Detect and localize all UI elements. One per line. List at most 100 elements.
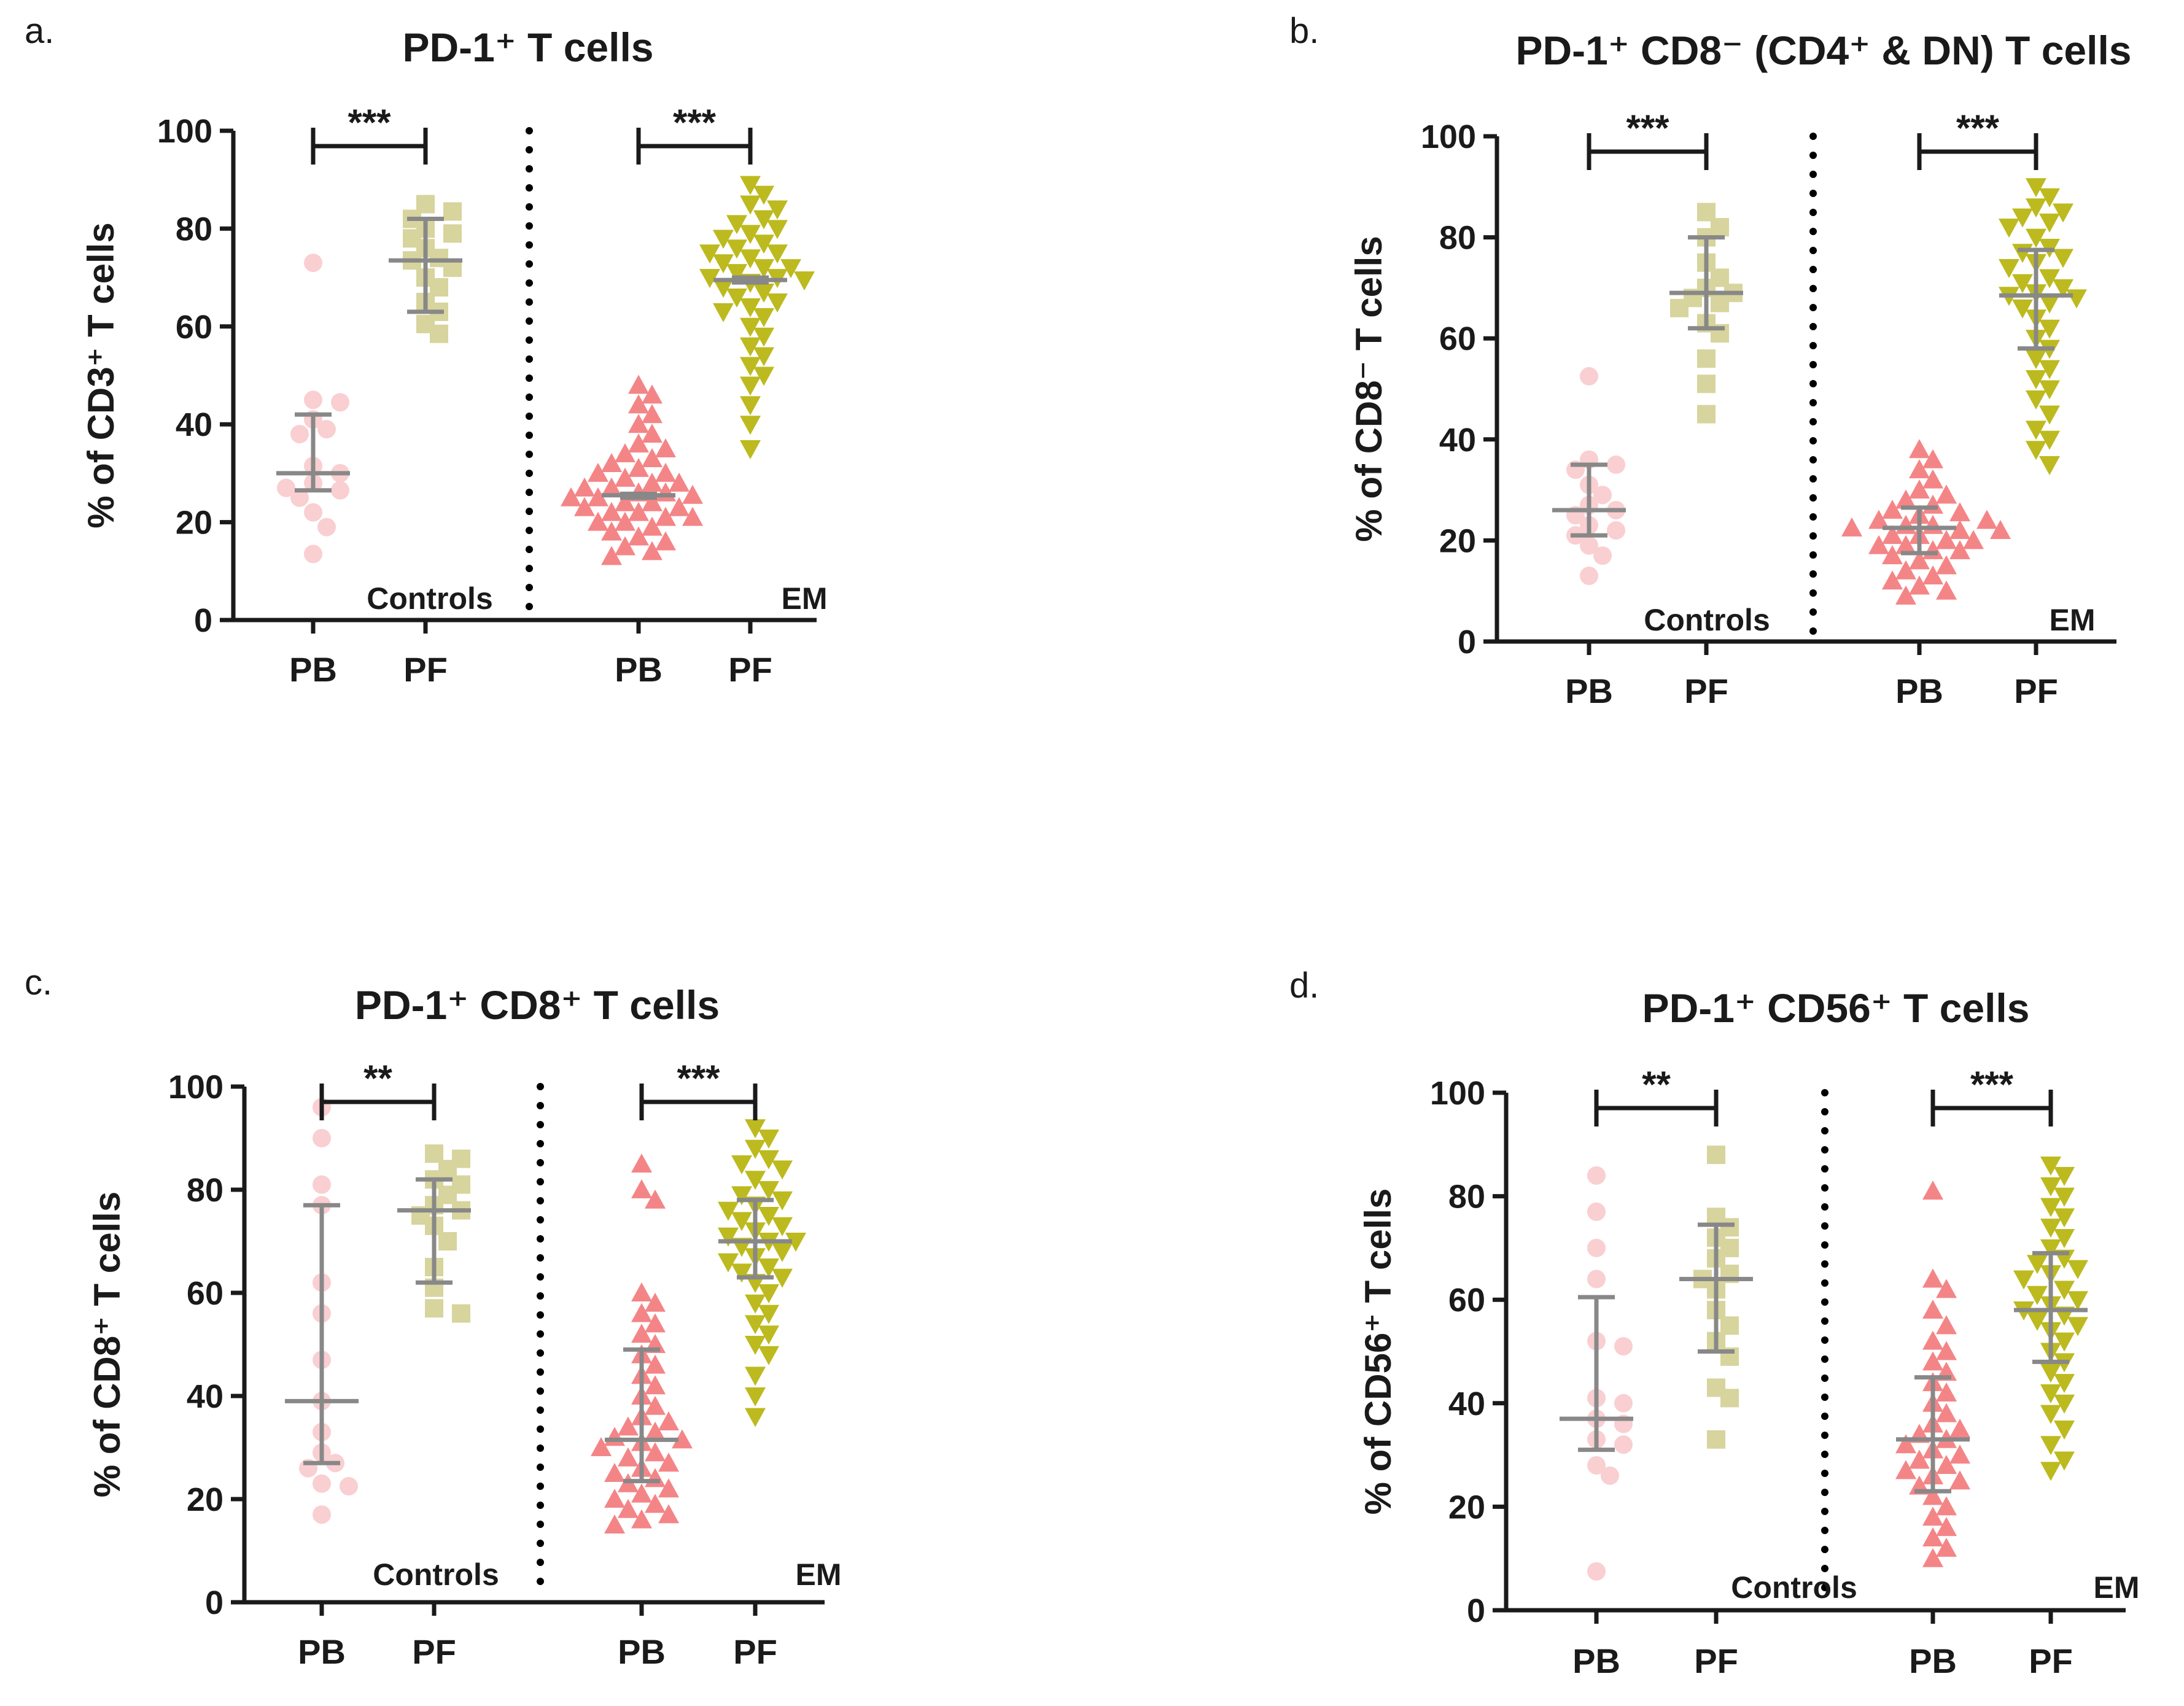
data-point — [631, 1282, 652, 1301]
data-point — [1580, 567, 1598, 586]
x-tick-label: PB — [618, 1632, 666, 1671]
data-point — [2039, 269, 2060, 289]
data-point — [1936, 530, 1957, 549]
data-point — [438, 1232, 457, 1250]
data-point — [2027, 1255, 2048, 1274]
data-point — [658, 1504, 679, 1524]
data-point — [785, 1233, 806, 1252]
data-point — [2054, 1281, 2075, 1300]
data-point — [1587, 1238, 1606, 1257]
data-point — [2039, 405, 2060, 425]
data-point — [772, 1217, 793, 1236]
data-point — [631, 1324, 652, 1343]
data-point — [1670, 298, 1689, 317]
panel-d: d. PD-1⁺ CD56⁺ T cells 0 20 40 60 80 100 % of CD… — [1289, 966, 2140, 1680]
data-point — [655, 531, 676, 551]
data-point — [794, 271, 815, 291]
x-tick-label: PF — [2014, 672, 2058, 710]
data-point — [1868, 510, 1889, 529]
series-em-pf — [699, 176, 815, 460]
data-point — [1999, 258, 2019, 278]
data-point — [780, 259, 801, 279]
series-controls-pb — [1560, 1166, 1633, 1581]
series-controls-pb — [1552, 366, 1626, 586]
y-tick-label: 0 — [1458, 624, 1476, 661]
chart-title: PD-1⁺ CD56⁺ T cells — [1642, 985, 2030, 1031]
y-axis-label: % of CD56⁺ T cells — [1358, 1188, 1399, 1515]
series-em-pb — [591, 1153, 693, 1533]
data-point — [588, 511, 608, 531]
x-tick-label: PB — [1572, 1642, 1620, 1680]
data-point — [1936, 1382, 1957, 1402]
data-point — [1593, 486, 1612, 505]
data-point — [726, 215, 747, 235]
series-em-pf — [1999, 178, 2087, 475]
data-point — [645, 1421, 666, 1441]
data-point — [1587, 1202, 1606, 1221]
data-point — [1936, 1403, 1957, 1422]
data-point — [1949, 1444, 1970, 1464]
data-point — [1922, 1300, 1943, 1319]
data-point — [2053, 279, 2073, 298]
data-point — [1720, 1389, 1739, 1408]
chart-title: PD-1⁺ CD8⁺ T cells — [355, 982, 720, 1028]
data-point — [2040, 1177, 2061, 1196]
data-point — [713, 279, 734, 298]
y-tick-label: 40 — [1439, 422, 1476, 459]
data-point — [1607, 455, 1625, 474]
x-tick-label: PF — [733, 1632, 777, 1671]
data-point — [2054, 1451, 2075, 1471]
data-point — [628, 457, 649, 477]
data-point — [2012, 299, 2033, 319]
data-point — [615, 536, 635, 556]
data-point — [601, 502, 622, 521]
group-label: EM — [782, 581, 828, 616]
y-tick-label: 80 — [1439, 220, 1476, 257]
panel-label: c. — [25, 963, 52, 1002]
data-point — [758, 1258, 779, 1278]
y-axis-label: % of CD3⁺ T cells — [80, 222, 122, 528]
data-point — [758, 1284, 779, 1303]
data-point — [745, 1139, 766, 1159]
group-label: Controls — [1731, 1570, 1857, 1605]
data-point — [731, 1263, 752, 1283]
significance-label: ** — [1642, 1064, 1671, 1105]
data-point — [642, 424, 663, 443]
data-point — [313, 1175, 331, 1194]
data-point — [277, 478, 295, 497]
y-axis-label: % of CD8⁺ T cells — [87, 1192, 128, 1497]
data-point — [588, 487, 608, 506]
data-point — [1707, 1430, 1725, 1449]
data-point — [2067, 1291, 2088, 1311]
data-point — [628, 502, 649, 521]
data-point — [2054, 1374, 2075, 1394]
data-point — [331, 393, 349, 412]
data-point — [740, 440, 761, 460]
y-tick-label: 0 — [1467, 1592, 1485, 1629]
data-point — [1580, 366, 1598, 386]
data-point — [655, 438, 676, 458]
data-point — [2039, 319, 2060, 339]
y-tick-label: 40 — [176, 406, 212, 443]
data-point — [1697, 374, 1716, 394]
y-tick-label: 20 — [1439, 522, 1476, 559]
data-point — [1936, 1517, 1957, 1537]
data-point — [1614, 1337, 1633, 1356]
data-point — [731, 1212, 752, 1231]
y-tick-label: 40 — [187, 1378, 223, 1415]
data-point — [601, 521, 622, 541]
data-point — [645, 1189, 666, 1209]
x-tick-label: PF — [2029, 1642, 2073, 1680]
data-point — [2012, 274, 2033, 293]
data-point — [1922, 449, 1943, 468]
data-point — [753, 308, 774, 327]
data-point — [767, 293, 788, 312]
data-point — [740, 396, 761, 416]
data-point — [2039, 430, 2060, 450]
data-point — [1711, 293, 1729, 312]
data-point — [2026, 178, 2046, 198]
data-point — [2066, 289, 2087, 309]
y-tick-label: 100 — [157, 113, 212, 150]
data-point — [604, 1514, 625, 1533]
group-label: Controls — [373, 1557, 499, 1592]
